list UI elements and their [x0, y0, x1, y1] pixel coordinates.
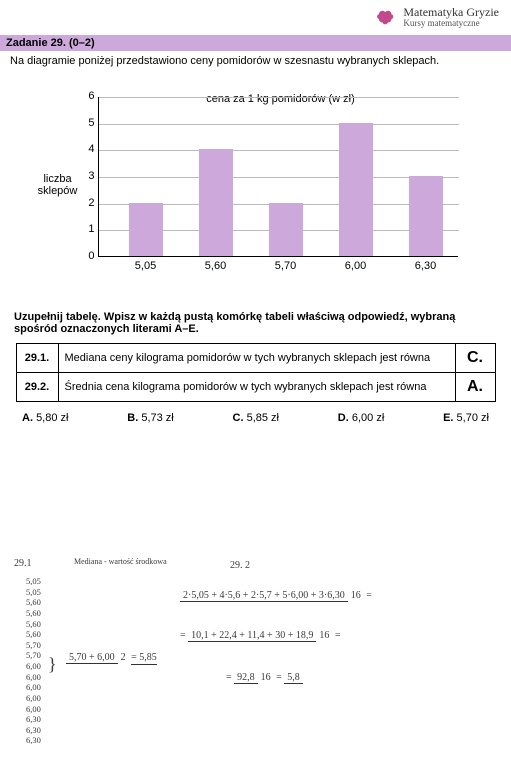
row-answer: C.: [455, 344, 495, 373]
brain-icon: [376, 9, 398, 27]
row-num: 29.1.: [16, 344, 58, 373]
brand-header: Matematyka Gryzie Kursy matematyczne: [0, 0, 511, 31]
brand-sub: Kursy matematyczne: [403, 19, 499, 29]
bar: [129, 203, 163, 256]
option: E. 5,70 zł: [443, 412, 489, 424]
work-291-label: 29.1: [14, 558, 32, 569]
mean-calc-1: 2·5,05 + 4·5,6 + 2·5,7 + 5·6,00 + 3·6,30…: [180, 590, 372, 601]
row-text: Średnia cena kilograma pomidorów w tych …: [58, 373, 455, 402]
bar: [269, 203, 303, 256]
bar-chart: liczbasklepów 01234565,055,605,706,006,3…: [36, 93, 476, 293]
sorted-list: 5,055,055,605,605,605,605,705,706,006,00…: [26, 576, 41, 746]
answer-table: 29.1. Mediana ceny kilograma pomidorów w…: [16, 343, 496, 402]
row-num: 29.2.: [16, 373, 58, 402]
option: A. 5,80 zł: [22, 412, 68, 424]
option: B. 5,73 zł: [127, 412, 173, 424]
brace-icon: }: [48, 654, 57, 675]
option: C. 5,85 zł: [233, 412, 279, 424]
bar: [409, 176, 443, 256]
table-row: 29.2. Średnia cena kilograma pomidorów w…: [16, 373, 495, 402]
option: D. 6,00 zł: [338, 412, 384, 424]
bar: [339, 123, 373, 256]
mean-calc-3: = 92,816 = 5,8: [226, 672, 303, 683]
median-calc: 5,70 + 6,002 = 5,85: [66, 652, 157, 663]
work-291-note: Mediana - wartość środkowa: [74, 558, 167, 567]
instruction: Uzupełnij tabelę. Wpisz w każdą pustą ko…: [0, 293, 511, 343]
table-row: 29.1. Mediana ceny kilograma pomidorów w…: [16, 344, 495, 373]
work-292-label: 29. 2: [230, 560, 250, 571]
options-row: A. 5,80 zł B. 5,73 zł C. 5,85 zł D. 6,00…: [0, 402, 511, 428]
mean-calc-2: = 10,1 + 22,4 + 11,4 + 30 + 18,916 =: [180, 630, 340, 641]
bar: [199, 149, 233, 256]
task-intro: Na diagramie poniżej przedstawiono ceny …: [0, 51, 511, 73]
y-axis-label: liczbasklepów: [36, 173, 80, 197]
task-header: Zadanie 29. (0–2): [0, 35, 511, 51]
row-answer: A.: [455, 373, 495, 402]
row-text: Mediana ceny kilograma pomidorów w tych …: [58, 344, 455, 373]
